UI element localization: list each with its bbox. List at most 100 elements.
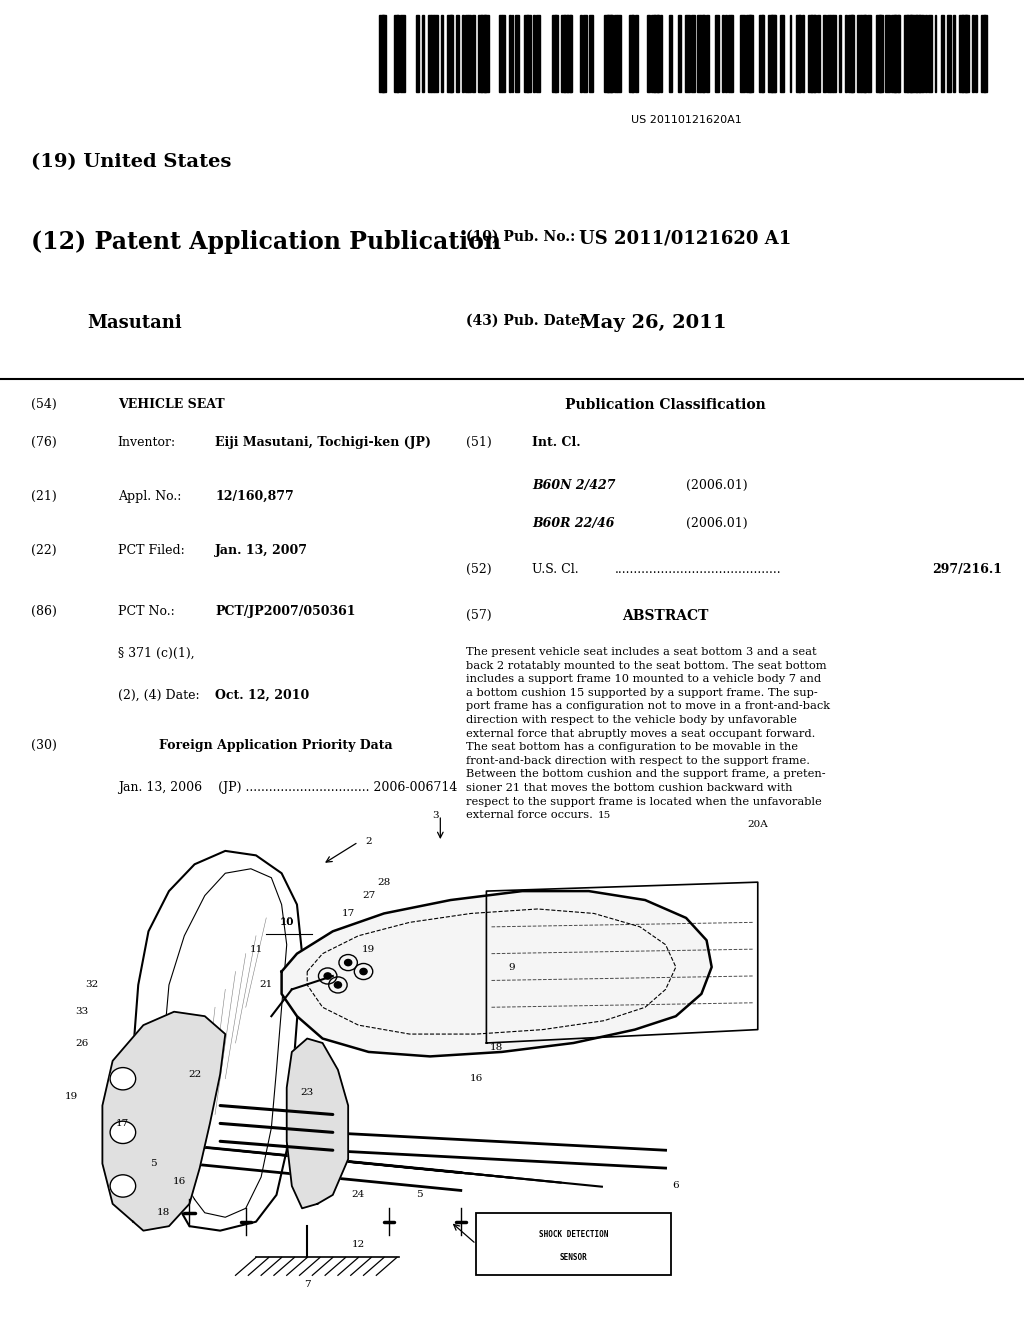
Text: Jan. 13, 2007: Jan. 13, 2007 [215,544,308,557]
Bar [848,16,853,92]
Bar [477,16,482,92]
Bar [771,16,775,92]
Bar [471,16,475,92]
Text: (10) Pub. No.:: (10) Pub. No.: [466,230,575,244]
Bar [570,16,572,92]
Bar [580,16,583,92]
Bar [480,16,485,92]
Text: Eiji Masutani, Tochigi-ken (JP): Eiji Masutani, Tochigi-ken (JP) [215,437,431,449]
Bar [434,16,438,92]
Bar [857,16,860,92]
Bar [953,16,955,92]
Bar [759,16,764,92]
Bar [833,16,836,92]
Text: (54): (54) [31,399,56,411]
Bar [500,16,502,92]
Text: (2006.01): (2006.01) [686,516,748,529]
Bar [740,16,744,92]
Bar [440,16,442,92]
Text: (51): (51) [466,437,492,449]
Bar [604,16,608,92]
Bar [431,16,433,92]
Text: ...........................................: ........................................… [614,562,781,576]
Bar [910,16,913,92]
Text: 33: 33 [76,1007,88,1016]
Text: (86): (86) [31,605,56,618]
Text: (19) United States: (19) United States [31,153,231,172]
Circle shape [111,1175,135,1197]
Bar [416,16,419,92]
Bar [879,16,883,92]
Text: (22): (22) [31,544,56,557]
Text: 5: 5 [417,1191,423,1200]
Text: U.S. Cl.: U.S. Cl. [532,562,580,576]
Text: 23: 23 [301,1088,313,1097]
Bar [610,16,612,92]
Bar [966,16,969,92]
Text: (76): (76) [31,437,56,449]
Bar [512,16,513,92]
Bar [697,16,699,92]
Bar [808,16,812,92]
Text: (2006.01): (2006.01) [686,479,748,491]
Polygon shape [102,1011,225,1230]
Bar [635,16,638,92]
Text: 9: 9 [509,962,515,972]
Bar [515,16,519,92]
Bar [762,16,765,92]
Bar [669,16,673,92]
Bar [656,16,659,92]
Bar [524,16,528,92]
Bar [817,16,820,92]
Bar [684,16,689,92]
Bar [468,16,471,92]
Bar [716,16,720,92]
Text: 297/216.1: 297/216.1 [932,562,1001,576]
Bar [446,16,452,92]
Text: Jan. 13, 2006    (JP) ................................ 2006-006714: Jan. 13, 2006 (JP) .....................… [118,781,457,793]
Text: PCT No.:: PCT No.: [118,605,174,618]
Bar [589,16,593,92]
Bar [616,16,622,92]
Bar [963,16,967,92]
Text: 10: 10 [280,917,294,928]
Text: 17: 17 [342,909,354,917]
Bar [527,16,531,92]
Text: (43) Pub. Date:: (43) Pub. Date: [466,314,585,327]
Bar [746,16,751,92]
Bar [823,16,826,92]
Text: 12: 12 [352,1239,365,1249]
Bar [465,16,468,92]
Text: 28: 28 [378,878,390,887]
Bar [774,16,776,92]
Text: 19: 19 [362,945,375,953]
Bar [691,16,695,92]
Bar [780,16,784,92]
Bar [731,16,733,92]
Bar [555,16,558,92]
Bar [885,16,890,92]
Bar [650,16,654,92]
Text: Inventor:: Inventor: [118,437,176,449]
Text: 16: 16 [470,1074,482,1084]
Text: (57): (57) [466,609,492,622]
Text: SHOCK DETECTION: SHOCK DETECTION [539,1230,608,1239]
Bar [929,16,932,92]
Bar [503,16,505,92]
Text: 3: 3 [432,810,438,820]
Text: Int. Cl.: Int. Cl. [532,437,581,449]
Bar [790,16,792,92]
Text: US 20110121620A1: US 20110121620A1 [631,115,741,125]
Text: (30): (30) [31,739,56,752]
Bar [947,16,951,92]
Text: (12) Patent Application Publication: (12) Patent Application Publication [31,230,501,253]
Text: 32: 32 [86,981,98,990]
Text: 19: 19 [66,1092,78,1101]
Text: Publication Classification: Publication Classification [565,399,766,412]
Text: 21: 21 [260,981,272,990]
Bar [895,16,898,92]
Bar [722,16,724,92]
Text: US 2011/0121620 A1: US 2011/0121620 A1 [579,230,791,248]
Bar [476,1213,671,1275]
Text: 27: 27 [362,891,375,900]
